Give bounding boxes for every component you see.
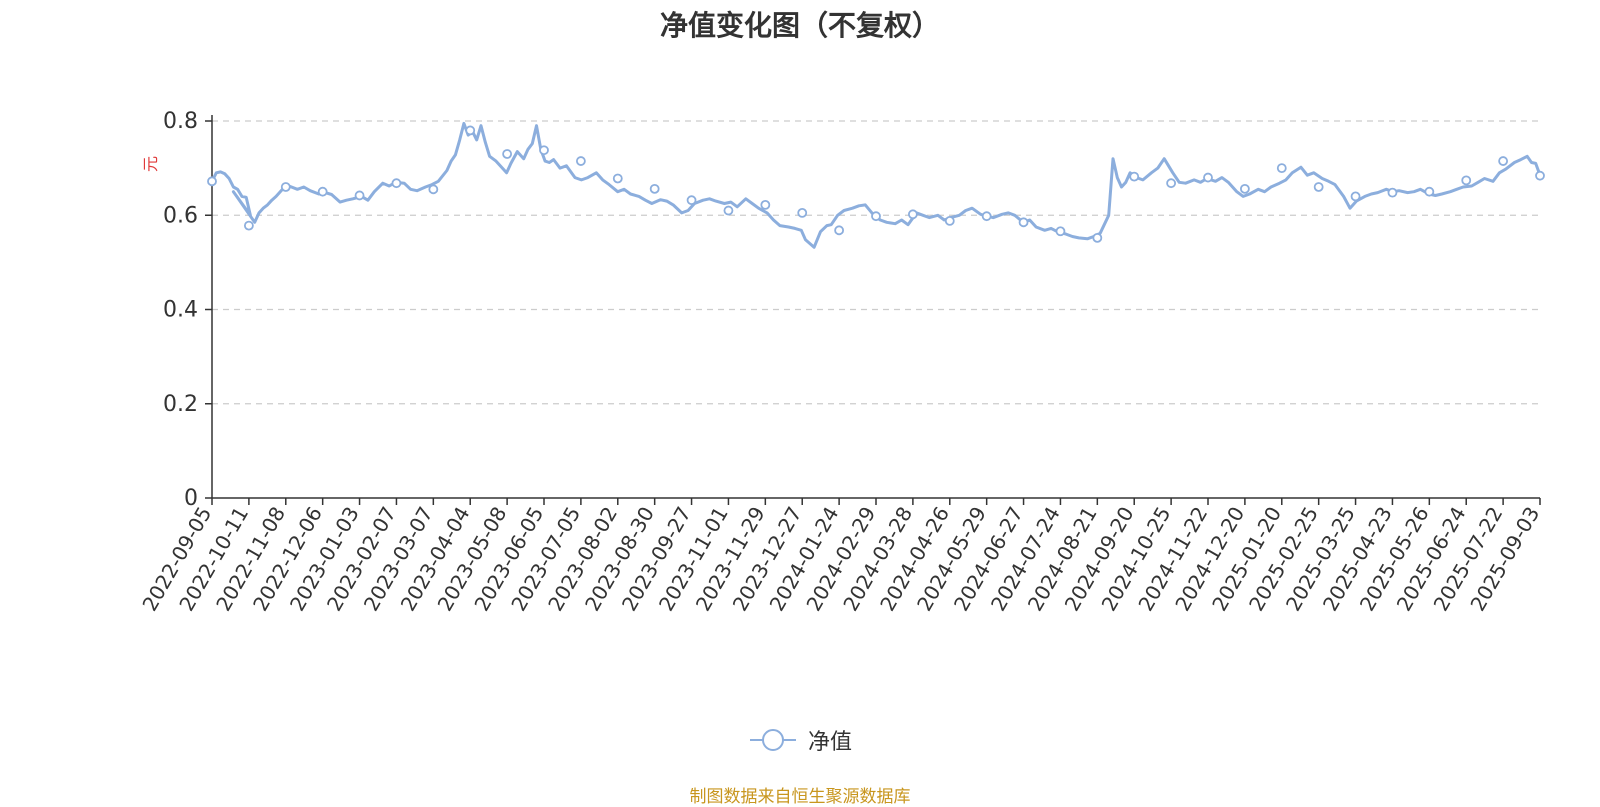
legend-label: 净值 [807,730,852,755]
data-point-marker [1018,217,1029,228]
data-point-marker [1276,163,1287,174]
data-point-marker [575,156,586,166]
data-point-marker [1461,175,1472,186]
data-point-marker [354,190,365,201]
data-source-note: 制图数据来自恒生聚源数据库 [689,787,911,807]
data-point-marker [871,211,881,222]
data-point-marker [1313,182,1324,192]
circle-icon [749,729,796,751]
data-point-marker [981,211,992,222]
legend[interactable]: 净值 [0,724,1600,758]
data-point-marker [1239,183,1250,194]
y-tick-label: 0.2 [163,392,198,417]
x-ticks: 2022-09-052022-10-112022-11-082022-12-06… [137,498,1544,615]
grid-lines [212,120,1540,405]
legend-item-nav[interactable]: 净值 [748,724,852,756]
data-point-marker [944,216,955,226]
data-point-marker [1350,191,1361,202]
data-point-marker [1424,186,1435,197]
data-point-marker [649,183,660,194]
data-point-marker [539,145,549,156]
data-point-marker [1387,187,1398,198]
data-point-marker [907,209,918,220]
data-point-marker [834,225,845,236]
series-line-nav [210,121,1542,249]
data-point-marker [1498,156,1509,166]
data-point-marker [391,178,402,189]
data-point-marker [760,199,771,210]
data-point-marker [243,220,254,231]
data-point-marker [797,207,808,218]
y-tick-label: 0.6 [163,203,198,228]
chart-title: 净值变化图（不复权） [659,9,940,42]
series-group [207,121,1545,249]
data-point-marker [280,182,291,192]
data-point-marker [1055,226,1066,237]
data-point-marker [1166,178,1177,189]
y-ticks: 0 0.2 0.4 0.6 0.8 [163,109,212,511]
axes [211,115,1540,499]
data-point-marker [465,125,476,136]
data-point-marker [1092,232,1103,243]
data-point-marker [1203,172,1213,183]
data-point-marker [502,149,513,159]
data-point-marker [1535,170,1545,181]
data-point-marker [723,205,734,216]
data-point-marker [1129,171,1140,182]
y-tick-label: 0.8 [163,109,198,134]
data-point-marker [207,176,217,187]
data-point-marker [612,173,623,184]
data-point-marker [686,195,697,206]
data-point-marker [428,184,439,195]
y-tick-label: 0.4 [163,298,198,323]
data-point-marker [317,186,328,197]
y-tick-label: 0 [184,486,198,511]
